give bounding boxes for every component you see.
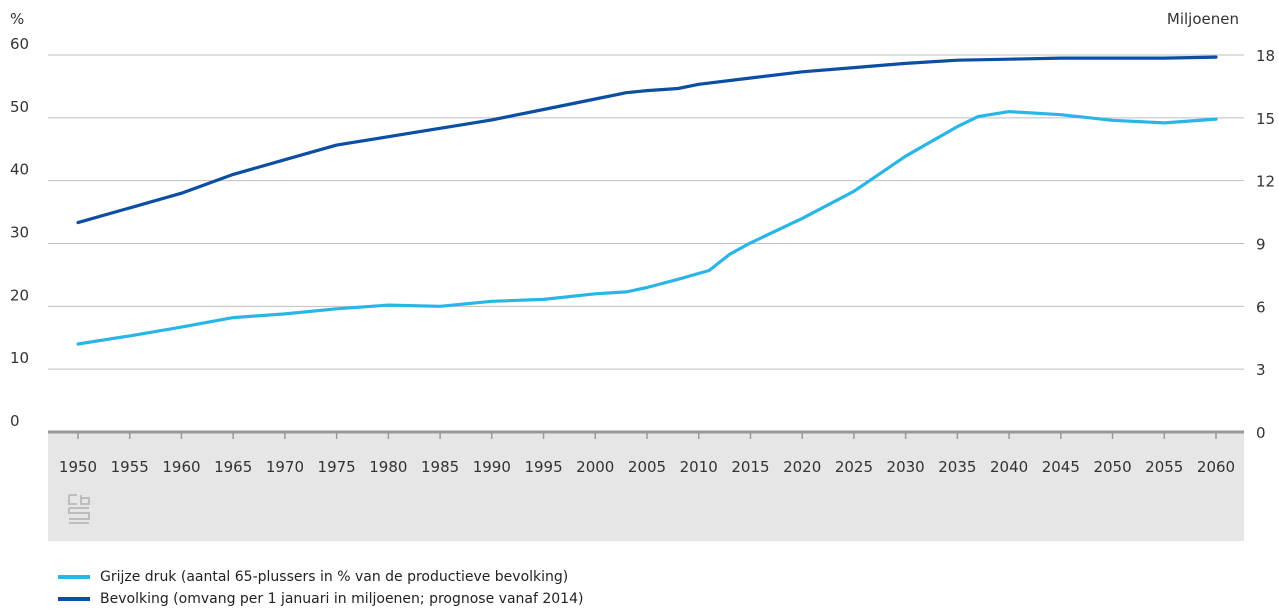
left-axis-tick-label: 40 — [10, 161, 29, 179]
right-axis-tick-label: 15 — [1256, 110, 1275, 128]
legend-swatch-grijze-druk — [58, 575, 90, 579]
x-axis-band — [48, 432, 1244, 541]
x-axis-tick-label: 2010 — [680, 458, 718, 476]
x-axis-tick-label: 1955 — [111, 458, 149, 476]
series-line-grijze-druk — [76, 109, 1218, 346]
x-axis-tick-label: 1995 — [524, 458, 562, 476]
x-axis-tick-label: 2025 — [835, 458, 873, 476]
x-axis-tick-label: 2035 — [938, 458, 976, 476]
x-axis-tick-label: 2020 — [783, 458, 821, 476]
x-axis-tick-label: 2030 — [887, 458, 925, 476]
cbs-logo-icon — [68, 494, 90, 524]
x-axis-tick-label: 2040 — [990, 458, 1028, 476]
x-axis-tick-label: 2000 — [576, 458, 614, 476]
x-axis-ticks: 1950 1955 1960 1965 1970 1975 1980 1985 1990 1995… — [59, 432, 1235, 476]
x-axis-tick-label: 1975 — [318, 458, 356, 476]
x-axis-tick-label: 2045 — [1042, 458, 1080, 476]
line-chart: 1950 1955 1960 1965 1970 1975 1980 1985 1990 1995… — [10, 10, 1275, 541]
left-axis-tick-label: 0 — [10, 412, 20, 430]
right-axis-tick-label: 0 — [1256, 424, 1266, 442]
right-axis-tick-label: 12 — [1256, 173, 1275, 191]
x-axis-tick-label: 1990 — [473, 458, 511, 476]
x-axis-tick-label: 2015 — [731, 458, 769, 476]
left-axis-tick-label: 50 — [10, 98, 29, 116]
x-axis-tick-label: 1985 — [421, 458, 459, 476]
right-axis-ticks: 0 3 6 9 12 15 18 — [1256, 47, 1275, 442]
x-axis-tick-label: 1960 — [162, 458, 200, 476]
x-axis-tick-label: 2055 — [1145, 458, 1183, 476]
right-axis-unit: Miljoenen — [1167, 10, 1239, 28]
series-line-bevolking — [76, 55, 1218, 225]
right-axis-tick-label: 18 — [1256, 47, 1275, 65]
series-layer — [76, 55, 1218, 346]
x-axis-tick-label: 1980 — [369, 458, 407, 476]
right-axis-tick-label: 9 — [1256, 236, 1266, 254]
left-axis-tick-label: 20 — [10, 286, 29, 304]
left-axis-ticks: 0 10 20 30 40 50 60 — [10, 35, 29, 430]
left-axis-tick-label: 30 — [10, 224, 29, 242]
x-axis-tick-label: 2060 — [1197, 458, 1235, 476]
legend-swatch-bevolking — [58, 597, 90, 601]
gridlines — [48, 54, 1244, 370]
x-axis-tick-label: 1970 — [266, 458, 304, 476]
left-axis-tick-label: 10 — [10, 349, 29, 367]
left-axis-unit: % — [10, 10, 24, 28]
right-axis-tick-label: 3 — [1256, 361, 1266, 379]
x-axis-tick-label: 1950 — [59, 458, 97, 476]
x-axis-tick-label: 2005 — [628, 458, 666, 476]
left-axis-tick-label: 60 — [10, 35, 29, 53]
legend-label-grijze-druk: Grijze druk (aantal 65-plussers in % van… — [100, 569, 569, 585]
legend-label-bevolking: Bevolking (omvang per 1 januari in miljo… — [100, 591, 584, 607]
right-axis-tick-label: 6 — [1256, 298, 1266, 316]
x-axis-tick-label: 1965 — [214, 458, 252, 476]
x-axis-tick-label: 2050 — [1093, 458, 1131, 476]
